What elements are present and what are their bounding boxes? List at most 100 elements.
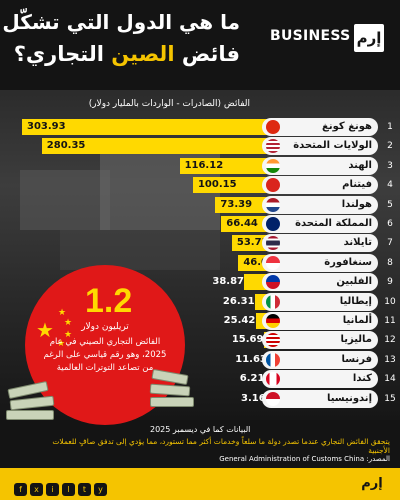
rank-number: 1 bbox=[387, 122, 393, 132]
surplus-note: الفائض التجاري الصيني في عام 2025، وهو ر… bbox=[43, 337, 167, 373]
bar-value-label: 3.16 bbox=[241, 392, 266, 404]
chart-row: 3.16 إندونيسيا 15 bbox=[0, 389, 400, 408]
country-label: سنغافورة bbox=[324, 256, 372, 268]
united-states-flag-icon bbox=[266, 139, 280, 154]
chart-row: 53.75 تايلاند 7 bbox=[0, 234, 400, 253]
chart-row: 26.31 إيطاليا 10 bbox=[0, 292, 400, 311]
chart-row: 46.08 سنغافورة 8 bbox=[0, 253, 400, 272]
china-flag-big-star: ★ bbox=[36, 318, 54, 342]
chart-row: 6.21 كندا 14 bbox=[0, 370, 400, 389]
bar-value-label: 280.35 bbox=[46, 140, 86, 152]
chart-row: 303.93 هونغ كونغ 1 bbox=[0, 118, 400, 136]
country-pill bbox=[262, 215, 378, 233]
rank-number: 7 bbox=[387, 238, 393, 249]
social-f-icon[interactable]: f bbox=[14, 483, 27, 496]
bar-value-label: 46.08 bbox=[243, 256, 275, 268]
surplus-unit: تريليون دولار bbox=[81, 322, 129, 332]
country-label: إندونيسيا bbox=[326, 392, 372, 404]
chart-row: 280.35 الولايات المتحدة 2 bbox=[0, 137, 400, 156]
country-label: ماليزيا bbox=[340, 334, 372, 346]
country-label: إيطاليا bbox=[339, 295, 372, 307]
bar-value-label: 73.39 bbox=[220, 198, 253, 210]
rank-number: 3 bbox=[387, 160, 393, 171]
bar bbox=[41, 138, 277, 155]
country-pill bbox=[262, 137, 378, 156]
chart-row: 116.12 الهند 3 bbox=[0, 156, 400, 175]
source: المصدر: General Administration of Custom… bbox=[219, 455, 390, 463]
rank-number: 4 bbox=[387, 180, 393, 191]
country-pill bbox=[262, 331, 378, 350]
bar bbox=[215, 196, 277, 213]
china-flag-small-star: ★ bbox=[57, 339, 66, 349]
country-pill bbox=[262, 234, 378, 253]
money-stack bbox=[6, 410, 54, 420]
brand-name: BUSINESS bbox=[270, 28, 351, 44]
netherlands-flag-icon bbox=[266, 197, 280, 212]
chart-row: 11.63 فرنسا 13 bbox=[0, 350, 400, 369]
country-pill bbox=[262, 312, 378, 330]
rank-number: 5 bbox=[387, 199, 393, 210]
header: ما هي الدول التي تشكّل فائض الصين التجار… bbox=[0, 0, 400, 90]
country-label: المملكة المتحدة bbox=[295, 218, 372, 229]
social-x-icon[interactable]: x bbox=[30, 483, 43, 496]
country-pill bbox=[262, 253, 378, 272]
chart-row: 66.44 المملكة المتحدة 6 bbox=[0, 215, 400, 233]
chart-row: 25.42 ألمانيا 11 bbox=[0, 312, 400, 330]
rank-number: 8 bbox=[387, 257, 393, 268]
country-label: تايلاند bbox=[343, 237, 372, 249]
bar-value-label: 11.63 bbox=[235, 353, 267, 365]
country-label: هولندا bbox=[341, 198, 372, 210]
united-kingdom-flag-icon bbox=[266, 217, 280, 231]
title-line-1: ما هي الدول التي تشكّل bbox=[2, 10, 240, 34]
footnote: يتحقق الفائض التجاري عندما تصدر دولة ما … bbox=[52, 437, 390, 455]
country-label: الفلبين bbox=[336, 276, 372, 288]
bar-value-label: 15.69 bbox=[231, 334, 264, 346]
hong-kong-flag-icon bbox=[266, 120, 280, 134]
rank-number: 15 bbox=[384, 393, 396, 404]
bar bbox=[192, 177, 277, 194]
bar-value-label: 38.87 bbox=[212, 276, 245, 288]
country-pill bbox=[262, 273, 378, 292]
social-ig-icon[interactable]: i bbox=[46, 483, 59, 496]
surplus-value: 1.2 bbox=[85, 282, 133, 320]
vietnam-flag-icon bbox=[266, 178, 280, 193]
country-pill bbox=[262, 370, 378, 389]
rank-number: 2 bbox=[387, 141, 393, 152]
indonesia-flag-icon bbox=[266, 391, 280, 406]
singapore-flag-icon bbox=[266, 255, 280, 270]
social-tt-icon[interactable]: t bbox=[78, 483, 91, 496]
france-flag-icon bbox=[266, 352, 280, 367]
bar-value-label: 303.93 bbox=[27, 121, 66, 132]
eram-logo: إرم bbox=[354, 24, 384, 52]
money-stack bbox=[150, 397, 194, 407]
rank-number: 9 bbox=[387, 277, 393, 288]
date-note: البيانات كما في ديسمبر 2025 bbox=[150, 425, 251, 434]
country-label: الولايات المتحدة bbox=[293, 140, 372, 152]
bar-value-label: 100.15 bbox=[197, 179, 237, 191]
country-pill bbox=[262, 292, 378, 311]
country-pill bbox=[262, 176, 378, 195]
italy-flag-icon bbox=[266, 294, 280, 309]
rank-number: 6 bbox=[387, 219, 393, 229]
bar bbox=[179, 157, 277, 174]
social-yt-icon[interactable]: y bbox=[94, 483, 107, 496]
country-pill bbox=[262, 118, 378, 136]
country-pill bbox=[262, 156, 378, 175]
social-li-icon[interactable]: l bbox=[62, 483, 75, 496]
canada-flag-icon bbox=[266, 372, 280, 387]
germany-flag-icon bbox=[266, 314, 280, 328]
country-label: فرنسا bbox=[341, 353, 372, 365]
bottom-logo: إرم bbox=[361, 476, 383, 491]
bar-value-label: 26.31 bbox=[222, 295, 255, 307]
country-pill bbox=[262, 195, 378, 214]
rank-number: 13 bbox=[384, 354, 396, 365]
title-highlight-china: الصين bbox=[111, 42, 175, 66]
country-pill bbox=[262, 350, 378, 369]
rank-number: 12 bbox=[384, 335, 396, 346]
country-label: الهند bbox=[348, 159, 372, 171]
country-label: كندا bbox=[352, 373, 372, 385]
philippines-flag-icon bbox=[266, 275, 280, 290]
rank-number: 14 bbox=[384, 374, 396, 385]
